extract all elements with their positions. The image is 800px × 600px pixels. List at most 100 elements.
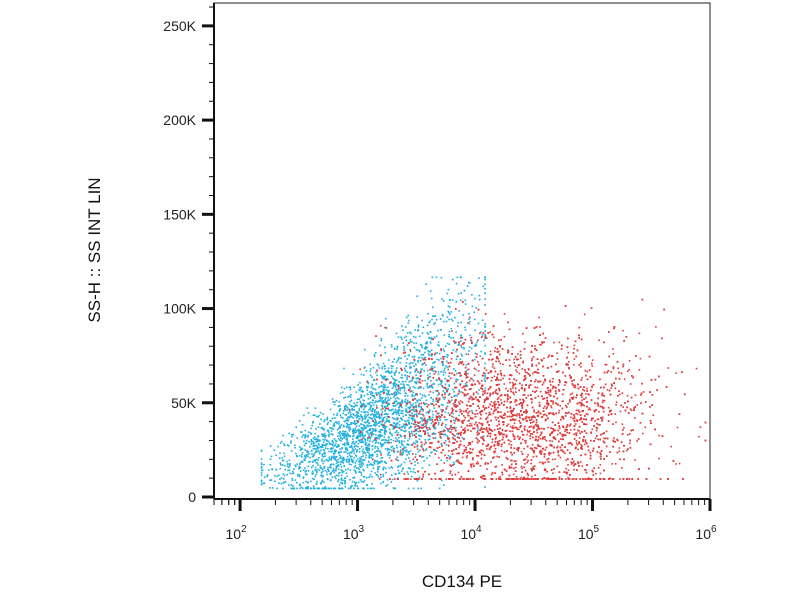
- data-point: [401, 325, 403, 327]
- data-point: [305, 486, 307, 489]
- data-point: [384, 375, 387, 378]
- data-point: [419, 386, 422, 388]
- data-point: [438, 352, 441, 355]
- data-point: [404, 380, 407, 383]
- data-point: [377, 442, 379, 444]
- data-point: [352, 428, 355, 431]
- data-point: [479, 465, 482, 467]
- data-point: [564, 384, 566, 386]
- data-point: [610, 383, 613, 386]
- data-point: [321, 479, 324, 482]
- data-point: [363, 411, 366, 413]
- data-point: [460, 346, 463, 349]
- data-point: [289, 472, 291, 475]
- data-point: [584, 469, 586, 471]
- data-point: [330, 472, 332, 474]
- data-point: [404, 446, 407, 449]
- data-point: [394, 431, 397, 434]
- data-point: [397, 432, 399, 434]
- data-point: [492, 363, 494, 365]
- data-point: [438, 344, 440, 347]
- data-point: [475, 368, 478, 371]
- data-point: [445, 444, 448, 446]
- data-point: [298, 475, 301, 478]
- data-point: [407, 451, 410, 453]
- data-point: [440, 403, 443, 406]
- data-point: [333, 455, 336, 458]
- data-point: [345, 442, 348, 445]
- data-point: [407, 322, 410, 324]
- data-point: [698, 435, 700, 438]
- data-point: [305, 455, 307, 457]
- data-point: [360, 395, 363, 398]
- data-point: [442, 300, 445, 302]
- data-point: [390, 346, 393, 348]
- data-point: [392, 487, 395, 489]
- data-point: [318, 444, 320, 446]
- data-point: [391, 467, 394, 469]
- data-point: [529, 437, 532, 440]
- data-point: [260, 450, 263, 452]
- data-point: [403, 446, 405, 448]
- data-point: [380, 408, 383, 411]
- data-point: [403, 440, 405, 443]
- data-point: [302, 476, 305, 478]
- data-point: [574, 423, 577, 425]
- data-point: [316, 447, 318, 450]
- data-point: [323, 428, 325, 430]
- data-point: [356, 458, 359, 460]
- data-point: [283, 474, 286, 477]
- data-point: [378, 450, 381, 452]
- data-point: [636, 404, 639, 406]
- data-point: [512, 383, 515, 385]
- data-point: [380, 429, 383, 431]
- data-point: [481, 424, 484, 427]
- data-point: [676, 426, 679, 429]
- data-point: [315, 473, 318, 476]
- data-point: [398, 441, 401, 444]
- data-point: [391, 478, 394, 481]
- data-point: [499, 415, 502, 418]
- data-point: [381, 420, 384, 423]
- data-point: [561, 449, 564, 452]
- data-point: [492, 336, 495, 339]
- data-point: [312, 455, 315, 457]
- data-point: [340, 386, 343, 389]
- data-point: [325, 439, 328, 441]
- data-point: [321, 468, 324, 470]
- data-point: [404, 355, 406, 358]
- data-point: [547, 457, 550, 460]
- data-point: [334, 458, 336, 461]
- data-point: [432, 413, 434, 416]
- data-point: [531, 363, 533, 365]
- data-point: [301, 456, 303, 458]
- data-point: [299, 484, 301, 487]
- data-point: [304, 456, 307, 459]
- data-point: [443, 462, 446, 464]
- data-point: [383, 401, 385, 404]
- data-point: [503, 313, 506, 315]
- data-point: [453, 426, 456, 429]
- data-point: [374, 428, 376, 431]
- data-point: [343, 434, 345, 437]
- data-point: [334, 469, 336, 472]
- data-point: [458, 343, 460, 346]
- data-point: [453, 391, 455, 393]
- data-point: [405, 450, 407, 453]
- data-point: [440, 459, 442, 462]
- data-point: [401, 429, 403, 431]
- data-point: [360, 427, 363, 429]
- data-point: [411, 422, 413, 425]
- data-point: [457, 321, 459, 324]
- data-point: [485, 412, 487, 415]
- data-point: [403, 367, 406, 370]
- data-point: [346, 437, 348, 440]
- data-point: [375, 413, 378, 415]
- data-point: [461, 355, 463, 357]
- data-point: [352, 441, 354, 443]
- data-point: [402, 412, 404, 415]
- data-point: [364, 452, 366, 454]
- data-point: [393, 378, 395, 380]
- data-point: [400, 387, 402, 390]
- data-point: [465, 384, 468, 386]
